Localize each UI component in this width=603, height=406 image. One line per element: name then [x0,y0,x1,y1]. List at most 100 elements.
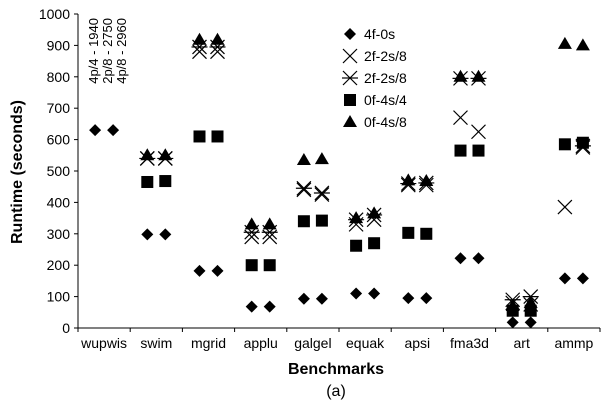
point-triangle-fma3d [453,69,468,82]
y-tick-label: 1000 [39,6,70,22]
annotations: 4p/4 - 1940 2p/8 - 2750 4p/8 - 2960 [86,18,129,84]
point-square-swim [141,175,154,188]
x-tick-label: applu [244,335,278,351]
point-square-apsi [402,226,415,239]
point-x-galgel [296,182,312,198]
x-tick-label: art [514,335,530,351]
axes [74,13,601,332]
y-tick-label: 0 [62,320,70,336]
point-square-apsi [420,227,433,240]
y-tick-label: 600 [47,132,71,148]
legend-label: 2f-2s/8 [364,70,407,86]
point-triangle-equak [367,206,382,219]
point-x-ammp [557,199,573,215]
point-square-equak [368,237,381,250]
point-diamond-art [524,316,537,329]
point-square-ammp [558,138,571,151]
point-square-mgrid [193,130,206,143]
point-diamond-wupwis [89,124,102,137]
y-tick-label: 500 [47,163,71,179]
point-square-fma3d [472,144,485,157]
point-triangle-art [523,295,538,308]
y-tick-label: 700 [47,100,71,116]
point-diamond-galgel [297,292,310,305]
legend-marker [342,70,358,86]
point-square-galgel [315,214,328,227]
y-tick-label: 300 [47,226,71,242]
point-diamond-apsi [420,292,433,305]
x-tick-label: swim [140,335,172,351]
point-square-applu [263,259,276,272]
point-diamond-equak [368,287,381,300]
legend-label: 0f-4s/8 [364,114,407,130]
chart-caption: (a) [326,383,346,400]
x-tick-label: apsi [404,335,430,351]
legend-label: 0f-4s/4 [364,92,407,108]
annotation-label: 4p/8 - 2960 [114,18,129,84]
y-tick-label: 200 [47,257,71,273]
point-x-fma3d [453,110,468,126]
point-square-ammp [576,136,589,149]
point-triangle-ammp [557,36,572,49]
data-marks [89,32,591,329]
y-tick-label: 900 [47,37,71,53]
annotation-label: 2p/8 - 2750 [100,18,115,84]
point-triangle-art [505,299,520,312]
point-square-mgrid [211,130,224,143]
point-triangle-equak [349,211,364,224]
y-axis-label: Runtime (seconds) [9,100,26,244]
point-diamond-art [506,316,519,329]
y-tick-labels: 0 100 200 300 400 500 600 700 800 900 1000 [39,6,70,336]
x-tick-label: wupwis [80,335,127,351]
point-diamond-swim [141,228,154,241]
point-triangle-applu [244,217,259,230]
x-tick-label: ammp [554,335,593,351]
legend: 4f-0s 2f-2s/8 2f-2s/8 0f-4s/4 0f-4s/8 [342,26,407,130]
point-diamond-fma3d [472,252,485,265]
x-tick-label: mgrid [191,335,226,351]
point-diamond-wupwis [107,124,120,137]
x-axis-label: Benchmarks [288,361,384,378]
point-triangle-mgrid [210,32,225,45]
y-tick-label: 800 [47,69,71,85]
point-triangle-apsi [401,173,416,186]
x-tick-labels: wupwis swim mgrid applu galgel equak apsi fma3d… [80,335,593,351]
point-square-swim [159,175,172,188]
point-diamond-galgel [315,292,328,305]
legend-marker [344,28,356,40]
point-star-galgel [295,180,312,196]
point-square-galgel [297,215,310,228]
point-triangle-apsi [419,174,434,187]
point-x-fma3d [471,124,486,140]
point-triangle-mgrid [192,32,207,45]
point-x-galgel [314,187,330,202]
point-diamond-swim [159,228,172,241]
point-triangle-galgel [296,153,311,166]
point-diamond-applu [245,300,258,313]
point-square-applu [245,259,258,272]
point-star-galgel [313,185,330,201]
point-triangle-ammp [575,38,590,51]
x-tick-label: galgel [294,335,331,351]
point-diamond-mgrid [193,264,206,277]
legend-marker [344,94,356,106]
legend-label: 4f-0s [364,26,395,42]
point-square-equak [350,239,363,252]
annotation-label: 4p/4 - 1940 [86,18,101,84]
point-diamond-applu [263,300,276,313]
legend-label: 2f-2s/8 [364,48,407,64]
point-triangle-swim [158,148,173,161]
point-triangle-swim [140,148,155,161]
point-diamond-fma3d [454,252,467,265]
point-diamond-ammp [558,272,571,285]
point-diamond-mgrid [211,264,224,277]
point-diamond-apsi [402,292,415,305]
point-triangle-applu [262,217,277,230]
point-diamond-ammp [576,272,589,285]
point-triangle-galgel [314,152,329,165]
point-square-fma3d [454,144,467,157]
point-diamond-equak [350,287,363,300]
x-tick-label: fma3d [450,335,489,351]
legend-marker [343,115,357,127]
